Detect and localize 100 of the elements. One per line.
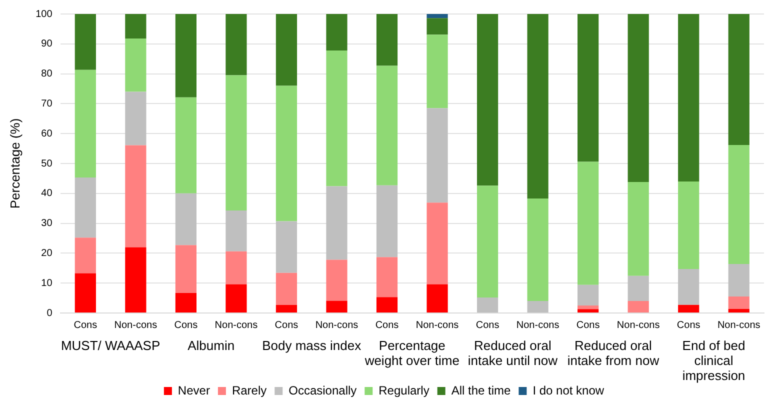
bar: [175, 97, 197, 194]
x-tick-label: Non-cons: [416, 320, 459, 331]
bar: [678, 14, 700, 182]
bar: [578, 284, 599, 306]
y-tick-label: 30: [41, 218, 53, 230]
bar: [578, 162, 599, 285]
bar: [628, 276, 649, 302]
y-tick-label: 50: [41, 158, 53, 170]
legend-label: Regularly: [378, 383, 430, 398]
x-tick-label: Non-cons: [516, 320, 560, 331]
bar: [426, 202, 448, 284]
bar: [678, 269, 700, 305]
bar: [376, 66, 398, 186]
bar: [74, 14, 96, 70]
text: End of bed clinical impression: [682, 338, 746, 384]
x-tick-label: Cons: [676, 320, 700, 331]
bar: [226, 75, 247, 210]
bar: [125, 247, 146, 312]
bar: [175, 292, 197, 312]
bar: [527, 14, 548, 198]
bar: [426, 18, 448, 35]
bar: [74, 178, 96, 238]
bar: [74, 273, 96, 312]
bar: [728, 144, 750, 264]
y-axis-title: Percentage (%): [7, 118, 22, 209]
bar: [326, 186, 348, 260]
bar: [426, 284, 448, 312]
bar: [276, 304, 298, 312]
legend-label: Occasionally: [288, 383, 357, 398]
legend-label: Never: [178, 383, 210, 398]
bar: [125, 145, 146, 248]
bar: [476, 297, 498, 312]
y-tick-label: 0: [46, 308, 53, 319]
bar: [578, 309, 599, 312]
bar: [326, 300, 348, 312]
bar: [226, 14, 247, 76]
bar: [326, 14, 348, 50]
x-tick-label: Cons: [576, 320, 600, 331]
bar: [125, 14, 146, 39]
y-tick-label: 80: [41, 68, 53, 80]
bar: [728, 296, 750, 309]
bar: [125, 38, 146, 92]
bar: [226, 251, 247, 284]
text: Reduced oral intake from now: [567, 338, 660, 368]
x-tick-label: Cons: [74, 320, 98, 331]
text: Body mass index: [262, 338, 362, 354]
legend-label: Rarely: [232, 383, 267, 398]
bar: [276, 14, 298, 86]
bar: [628, 182, 649, 276]
bar: [527, 301, 548, 312]
bar: [527, 198, 548, 302]
bar: [376, 14, 398, 66]
bar: [426, 14, 448, 18]
y-tick-label: 40: [41, 188, 53, 200]
y-tick-label: 60: [41, 128, 53, 140]
bar: [376, 185, 398, 258]
bar: [628, 14, 649, 182]
bar: [276, 86, 298, 222]
bar: [175, 14, 197, 98]
bar: [376, 257, 398, 298]
bar: [326, 260, 348, 301]
bar: [728, 264, 750, 297]
legend-label: All the time: [451, 383, 512, 398]
text: Reduced oral intake until now: [468, 338, 558, 368]
bar: [628, 301, 649, 312]
x-tick-label: Cons: [274, 320, 298, 331]
y-tick-label: 70: [41, 98, 53, 110]
bar: [226, 284, 247, 312]
bar: [376, 297, 398, 312]
x-tick-label: Cons: [476, 320, 500, 331]
text: MUST/ WAAASP: [60, 338, 160, 354]
bar: [476, 186, 498, 298]
bar: [728, 14, 750, 145]
bar: [74, 70, 96, 178]
x-tick-label: Non-cons: [214, 320, 258, 331]
legend-label: I do not know: [532, 383, 604, 398]
bar: [175, 193, 197, 246]
bar: [728, 308, 750, 312]
bar: [578, 306, 599, 310]
x-tick-label: Non-cons: [717, 320, 760, 331]
bar: [476, 14, 498, 186]
bar: [74, 238, 96, 274]
text: Albumin: [188, 338, 235, 354]
y-tick-label: 20: [41, 248, 53, 259]
x-tick-label: Non-cons: [616, 320, 660, 331]
y-tick-label: 100: [36, 8, 53, 20]
bar: [326, 50, 348, 186]
x-tick-label: Non-cons: [315, 320, 358, 331]
x-tick-label: Cons: [174, 320, 198, 331]
bar: [426, 34, 448, 108]
bar: [226, 210, 247, 252]
x-tick-label: Non-cons: [114, 320, 158, 331]
text: Percentage weight over time: [364, 338, 460, 368]
bar: [276, 272, 298, 305]
bar: [125, 92, 146, 146]
bar: [578, 14, 599, 162]
y-tick-label: 90: [41, 38, 53, 50]
bar: [678, 181, 700, 270]
x-tick-label: Cons: [375, 320, 399, 331]
bar: [276, 221, 298, 273]
